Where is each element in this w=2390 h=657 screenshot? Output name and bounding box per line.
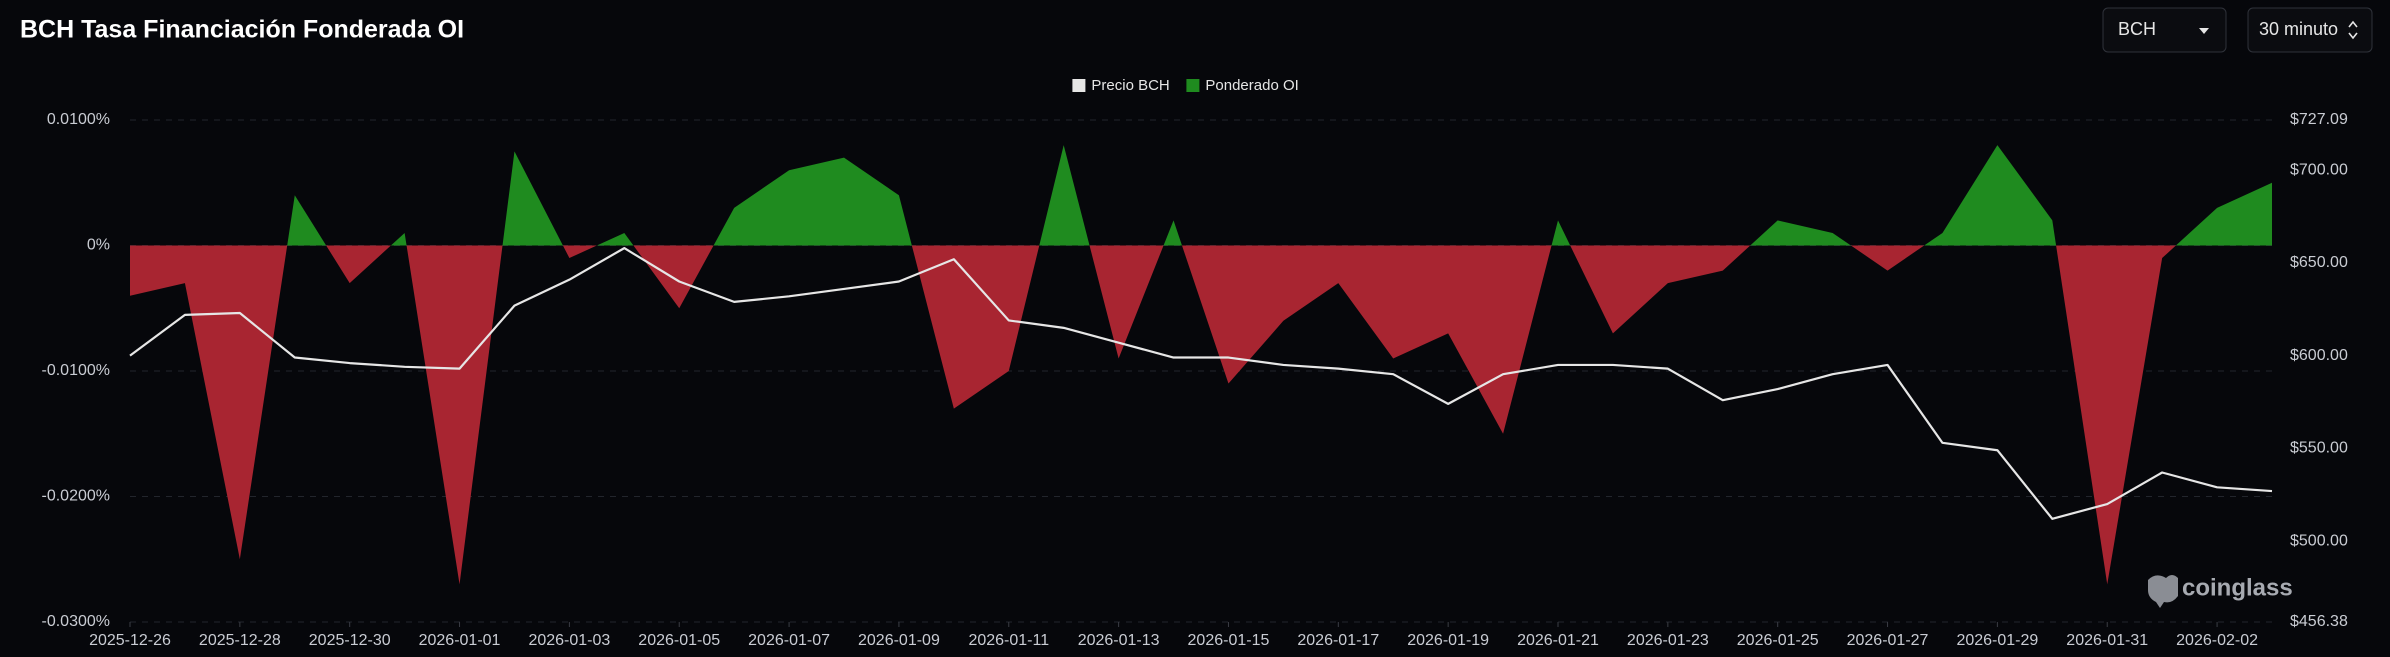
logo-icon bbox=[2148, 575, 2178, 608]
y-tick-label: -0.0100% bbox=[42, 362, 111, 379]
sort-icon bbox=[2348, 20, 2358, 40]
area-negative bbox=[130, 245, 2272, 585]
x-tick-label: 2026-01-11 bbox=[968, 632, 1049, 649]
legend-swatch bbox=[1072, 79, 1086, 92]
y2-tick-label: $700.00 bbox=[2290, 161, 2348, 178]
x-tick-label: 2026-01-01 bbox=[419, 632, 501, 649]
x-tick-label: 2026-01-23 bbox=[1627, 632, 1709, 649]
x-tick-label: 2026-01-05 bbox=[638, 632, 720, 649]
x-tick-label: 2026-01-19 bbox=[1407, 632, 1489, 649]
x-tick-label: 2026-01-03 bbox=[528, 632, 610, 649]
symbol-select[interactable]: BCH bbox=[2102, 7, 2227, 53]
x-tick-label: 2026-01-17 bbox=[1297, 632, 1379, 649]
x-tick-label: 2025-12-30 bbox=[309, 632, 391, 649]
select-box[interactable] bbox=[2102, 7, 2227, 53]
y-tick-label: 0.0100% bbox=[47, 111, 110, 128]
x-tick-label: 2026-01-07 bbox=[748, 632, 830, 649]
x-tick-label: 2026-01-21 bbox=[1517, 632, 1599, 649]
y2-tick-label: $727.09 bbox=[2290, 111, 2348, 128]
x-tick-label: 2026-02-02 bbox=[2176, 632, 2258, 649]
y-tick-label: 0% bbox=[87, 237, 110, 254]
y2-tick-label: $500.00 bbox=[2290, 532, 2348, 549]
x-tick-label: 2026-01-13 bbox=[1078, 632, 1160, 649]
x-tick-label: 2026-01-09 bbox=[858, 632, 940, 649]
x-tick-label: 2026-01-31 bbox=[2066, 632, 2148, 649]
select-value[interactable]: BCH bbox=[2118, 19, 2156, 39]
x-tick-label: 2025-12-28 bbox=[199, 632, 281, 649]
watermark: coinglass bbox=[2148, 574, 2293, 608]
x-tick-label: 2026-01-25 bbox=[1737, 632, 1819, 649]
legend-label: Precio BCH bbox=[1091, 77, 1169, 94]
interval-select[interactable]: 30 minuto bbox=[2247, 7, 2373, 53]
legend-label: Ponderado OI bbox=[1205, 77, 1298, 94]
x-tick-label: 2026-01-15 bbox=[1188, 632, 1270, 649]
y2-tick-label: $456.38 bbox=[2290, 613, 2348, 630]
plot-area: 0.0100% 0% -0.0100% -0.0200% -0.0300% $727.09… bbox=[42, 77, 2348, 649]
select-value[interactable]: 30 minuto bbox=[2259, 19, 2338, 39]
dropdown-caret bbox=[2199, 28, 2209, 34]
x-tick-label: 2026-01-27 bbox=[1847, 632, 1929, 649]
y2-tick-label: $600.00 bbox=[2290, 347, 2348, 364]
x-tick-label: 2025-12-26 bbox=[89, 632, 171, 649]
y-tick-label: -0.0300% bbox=[42, 613, 111, 630]
price-line bbox=[129, 247, 2273, 520]
x-tick-label: 2026-01-29 bbox=[1956, 632, 2038, 649]
y2-tick-label: $650.00 bbox=[2290, 254, 2348, 271]
select-box[interactable] bbox=[2247, 7, 2373, 53]
watermark-text: coinglass bbox=[2182, 574, 2293, 601]
page-title: BCH Tasa Financiación Fonderada OI bbox=[20, 16, 464, 44]
legend-swatch bbox=[1186, 79, 1200, 92]
y-tick-label: -0.0200% bbox=[42, 488, 111, 505]
y2-tick-label: $550.00 bbox=[2290, 440, 2348, 457]
